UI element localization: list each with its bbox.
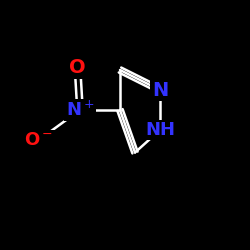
Text: N: N [152,80,168,100]
Text: N$^+$: N$^+$ [66,100,94,120]
Text: O: O [69,58,86,77]
Text: O$^-$: O$^-$ [24,131,53,149]
Text: NH: NH [145,121,175,139]
